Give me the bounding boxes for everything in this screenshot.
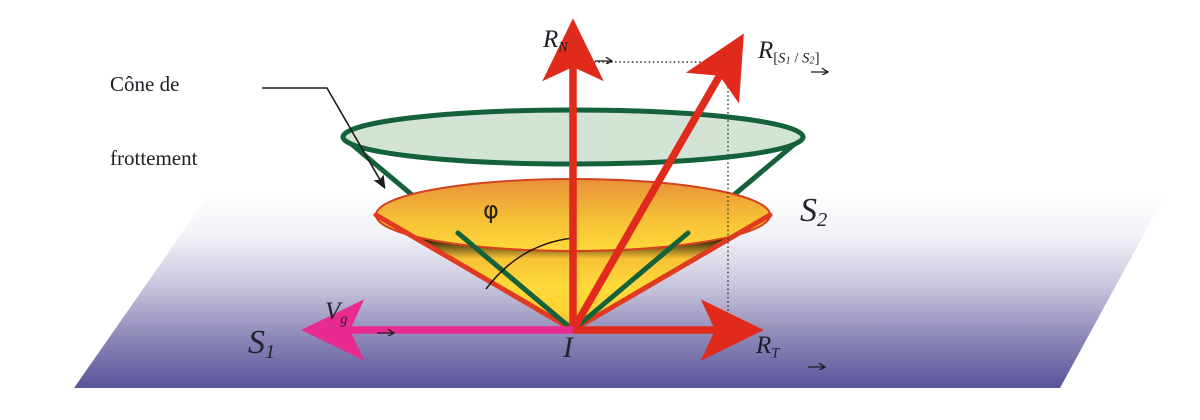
rn-subscript: N [558, 39, 569, 56]
vector-overarrow-icon [757, 318, 827, 371]
leader-arrow-icon [262, 87, 386, 190]
s2-base: S [800, 192, 817, 229]
caption-friction-cone: Cône de frottement [110, 22, 197, 220]
label-tangential-reaction: RT [740, 312, 827, 381]
vector-overarrow-icon [326, 284, 396, 337]
vector-overarrow-icon [544, 12, 614, 65]
vector-symbol-RT: RT [756, 331, 827, 371]
vector-total-reaction [569, 33, 744, 332]
r-base: R [758, 36, 774, 64]
label-sliding-velocity: Vg [309, 278, 396, 347]
overarrow-glyph [811, 67, 830, 76]
vg-base: V [325, 297, 341, 325]
overarrow-glyph [595, 56, 614, 65]
rt-subscript: T [771, 345, 780, 362]
vector-overarrow-icon [760, 23, 830, 76]
cone-right-edge [570, 212, 773, 333]
vector-symbol-RN: RN [543, 25, 614, 65]
force-vectors [542, 18, 764, 361]
s2-index: 2 [817, 209, 828, 232]
caption-line-1: Cône de [110, 71, 180, 96]
sub-s2: S [802, 50, 810, 67]
label-angle-phi: φ [483, 196, 499, 224]
vector-symbol-R-S1S2: R[S1 / S2] [758, 36, 830, 76]
vector-symbol-Vg: Vg [325, 297, 396, 337]
angle-arc-phi [485, 237, 574, 290]
sub-bracket-close: ] [814, 50, 820, 67]
label-contact-point: I [563, 331, 573, 364]
s1-base: S [248, 324, 265, 361]
rn-base: R [543, 25, 559, 53]
sub-s2-index: 2 [809, 55, 815, 67]
label-normal-reaction: RN [527, 6, 614, 75]
overarrow-glyph [807, 362, 827, 371]
overarrow-glyph [376, 328, 396, 337]
caption-line-2: frottement [110, 145, 198, 170]
label-total-reaction: R[S1 / S2] [742, 17, 830, 86]
sub-s1-index: 1 [785, 55, 791, 67]
friction-cone-generatrices-front [455, 230, 691, 333]
vg-subscript: g [340, 311, 348, 328]
sub-bracket-open: [ [773, 50, 779, 67]
sub-s1: S [778, 50, 786, 67]
label-surface-s1: S1 [248, 323, 275, 364]
s1-index: 1 [265, 341, 276, 364]
sub-slash: / [790, 50, 803, 67]
rt-base: R [756, 331, 772, 359]
label-surface-s2: S2 [800, 191, 827, 232]
cone-left-edge [373, 212, 576, 333]
